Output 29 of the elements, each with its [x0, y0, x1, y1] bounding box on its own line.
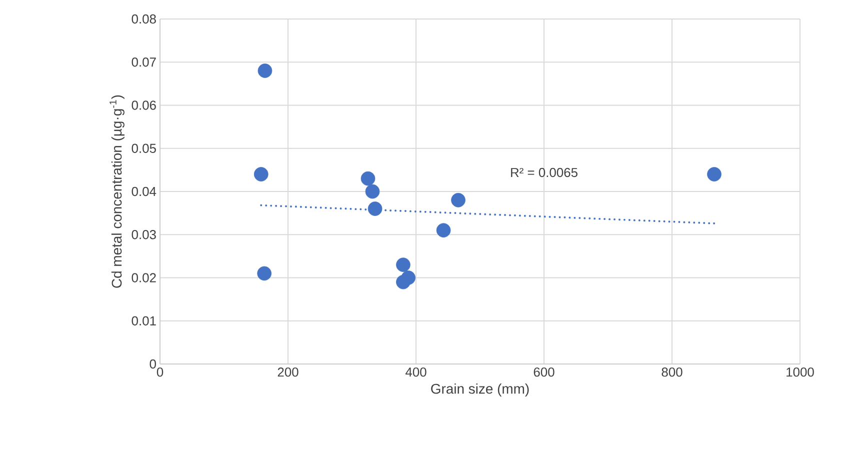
point	[707, 167, 722, 182]
point	[257, 266, 272, 281]
y-tick-label: 0.03	[132, 230, 156, 240]
y-tick-label: 0	[150, 359, 156, 369]
y-tick-label: 0.07	[132, 58, 156, 67]
y-tick-label: 0.02	[132, 273, 156, 282]
y-tick-label: 0.01	[132, 316, 156, 326]
x-tick-label: 1000	[786, 368, 814, 377]
annotation: R² = 0.0065	[511, 168, 578, 178]
x-tick-label: 200	[278, 368, 298, 377]
point	[396, 274, 410, 290]
point	[451, 192, 466, 208]
x-tick-label: 0	[156, 368, 164, 377]
point	[254, 167, 268, 182]
point	[360, 171, 376, 186]
point	[436, 223, 451, 238]
point	[258, 64, 272, 78]
point	[368, 202, 382, 216]
x-tick-label: 600	[534, 368, 554, 377]
x-axis-title: Grain size (mm)	[431, 384, 529, 397]
y-tick-label: 0.06	[132, 100, 156, 110]
point	[365, 184, 380, 199]
y-tick-label: 0.05	[132, 144, 156, 153]
x-tick-label: 400	[406, 368, 426, 377]
y-axis-title: Cd metal concentration (µg·g$^{-1}$)	[110, 95, 124, 288]
x-tick-label: 800	[662, 368, 682, 377]
y-tick-label: 0.08	[132, 14, 156, 24]
y-tick-label: 0.04	[132, 186, 156, 196]
point	[396, 258, 410, 272]
